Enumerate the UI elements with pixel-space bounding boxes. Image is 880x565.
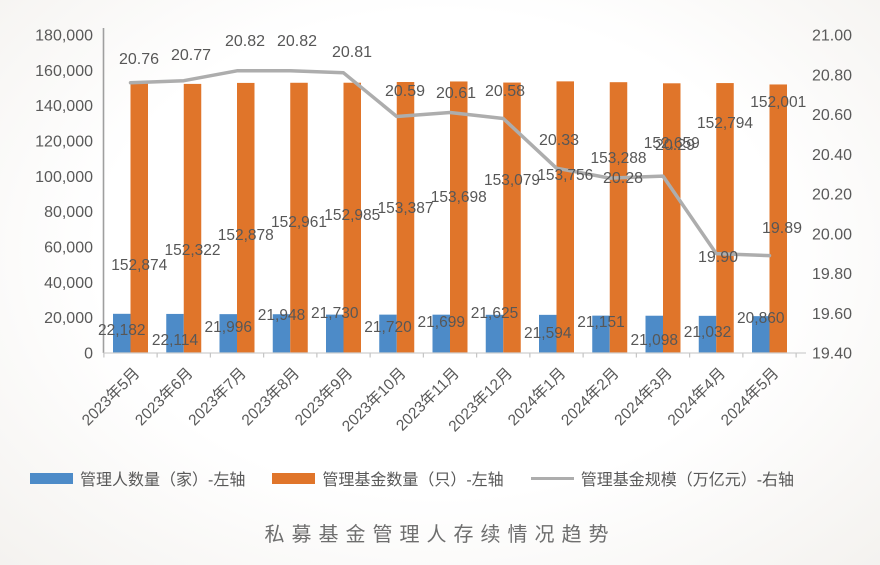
scale-line-series: [128, 69, 772, 258]
data-label-funds: 153,079: [484, 172, 540, 189]
left-axis-tick-label: 60,000: [44, 240, 93, 257]
data-label-scale: 20.59: [385, 83, 425, 100]
bar-funds-3: [290, 82, 308, 354]
left-axis-tick-label: 40,000: [44, 275, 93, 292]
data-label-funds: 152,878: [218, 227, 274, 244]
data-label-managers: 20,860: [737, 310, 785, 327]
data-label-scale: 20.58: [485, 83, 525, 100]
data-label-managers: 21,730: [311, 305, 359, 322]
bar-managers-2: [219, 314, 237, 353]
bar-funds-2: [237, 82, 255, 354]
data-label-managers: 21,098: [631, 332, 678, 349]
right-axis-tick-label: 20.00: [812, 226, 852, 243]
data-label-funds: 153,387: [377, 200, 433, 217]
bar-funds-12: [769, 84, 787, 353]
data-label-scale: 20.77: [171, 47, 211, 64]
data-label-managers: 22,114: [152, 332, 199, 349]
data-label-funds: 153,756: [537, 167, 593, 184]
right-axis-tick-label: 19.80: [812, 266, 852, 283]
right-axis-tick-label: 19.40: [812, 346, 852, 363]
bar-funds-4: [343, 82, 361, 353]
bar-managers-7: [485, 314, 504, 353]
data-label-managers: 22,182: [98, 322, 145, 339]
legend-swatch-managers-bar: [30, 472, 73, 484]
data-label-funds: 152,961: [271, 214, 327, 231]
data-label-managers: 21,948: [258, 307, 305, 324]
data-label-scale: 20.76: [119, 51, 159, 68]
right-axis-tick-label: 20.20: [812, 187, 852, 204]
data-label-funds: 152,659: [644, 135, 700, 152]
data-label-funds: 152,874: [111, 257, 167, 274]
bar-funds-11: [716, 83, 734, 353]
bar-managers-3: [272, 314, 291, 353]
data-label-funds: 152,985: [324, 207, 380, 224]
data-label-scale: 20.82: [277, 33, 317, 50]
right-axis-tick-label: 21.00: [812, 28, 852, 45]
data-label-scale: 20.33: [539, 132, 579, 149]
data-label-funds: 152,322: [164, 242, 220, 259]
data-label-scale: 20.29: [655, 137, 695, 154]
bar-managers-10: [645, 315, 663, 353]
data-label-funds: 153,288: [590, 150, 646, 167]
left-axis-tick-label: 0: [84, 346, 93, 363]
bar-managers-9: [592, 315, 610, 353]
bar-funds-9: [609, 82, 628, 354]
legend-item-funds: 管理基金数量（只）-左轴: [272, 466, 504, 490]
left-axis-tick-label: 20,000: [44, 310, 93, 327]
bar-funds-8: [556, 81, 574, 353]
left-axis-tick-label: 140,000: [35, 98, 93, 115]
left-axis-tick-label: 120,000: [35, 134, 93, 151]
legend-item-scale: 管理基金规模（万亿元）-右轴: [530, 466, 795, 490]
chart-legend: 管理人数量（家）-左轴 管理基金数量（只）-左轴 管理基金规模（万亿元）-右轴: [30, 466, 865, 490]
left-axis-tick-label: 80,000: [44, 204, 93, 221]
data-label-funds: 153,698: [431, 189, 487, 206]
bar-funds-5: [396, 82, 415, 353]
data-label-scale: 19.90: [698, 249, 738, 266]
data-label-managers: 21,151: [577, 314, 624, 331]
bar-managers-12: [752, 316, 770, 353]
legend-item-managers: 管理人数量（家）-左轴: [30, 466, 245, 490]
bar-managers-1: [166, 313, 184, 353]
legend-swatch-funds-bar: [272, 472, 316, 484]
data-label-managers: 21,594: [524, 325, 572, 342]
data-label-scale: 20.81: [332, 44, 372, 61]
data-label-scale: 20.82: [225, 33, 265, 50]
bar-managers-0: [113, 313, 131, 353]
data-label-managers: 21,996: [205, 319, 252, 336]
data-label-funds: 152,001: [750, 94, 806, 111]
bar-managers-5: [379, 314, 397, 353]
right-axis-tick-label: 20.40: [812, 147, 852, 164]
data-label-scale: 20.28: [603, 170, 643, 187]
bar-managers-6: [432, 314, 450, 353]
data-label-funds: 152,794: [697, 115, 753, 132]
right-axis-tick-label: 19.60: [812, 306, 852, 323]
bar-funds-7: [503, 82, 521, 354]
chart-title: 私募基金管理人存续情况趋势: [264, 524, 616, 546]
bar-funds-0: [130, 82, 148, 353]
bar-managers-11: [698, 315, 717, 353]
bar-managers-4: [326, 314, 344, 353]
bar-managers-8: [539, 314, 557, 353]
left-axis-tick-label: 160,000: [35, 63, 93, 80]
x-axis-category-label: 2024年5月: [717, 364, 782, 429]
data-label-scale: 20.61: [436, 85, 476, 102]
bar-funds-6: [450, 81, 468, 354]
data-label-scale: 19.89: [762, 220, 802, 237]
legend-label-funds: 管理基金数量（只）-左轴: [322, 472, 504, 489]
legend-swatch-scale-line: [530, 476, 574, 480]
legend-label-scale: 管理基金规模（万亿元）-右轴: [580, 472, 795, 489]
data-label-managers: 21,720: [364, 319, 412, 336]
right-axis-tick-label: 20.80: [812, 67, 852, 84]
data-label-managers: 21,699: [418, 314, 465, 331]
legend-label-managers: 管理人数量（家）-左轴: [80, 472, 246, 489]
data-label-managers: 21,032: [684, 324, 731, 341]
bar-funds-10: [663, 83, 681, 354]
right-axis-tick-label: 20.60: [812, 107, 852, 124]
left-axis-tick-label: 100,000: [35, 169, 93, 186]
left-axis-tick-label: 180,000: [35, 28, 93, 45]
bar-funds-1: [183, 83, 202, 353]
chart-plot: 0 20,000 40,000 60,000 80,000 100,000 120,000 1…: [35, 28, 852, 436]
data-label-managers: 21,625: [471, 305, 518, 322]
